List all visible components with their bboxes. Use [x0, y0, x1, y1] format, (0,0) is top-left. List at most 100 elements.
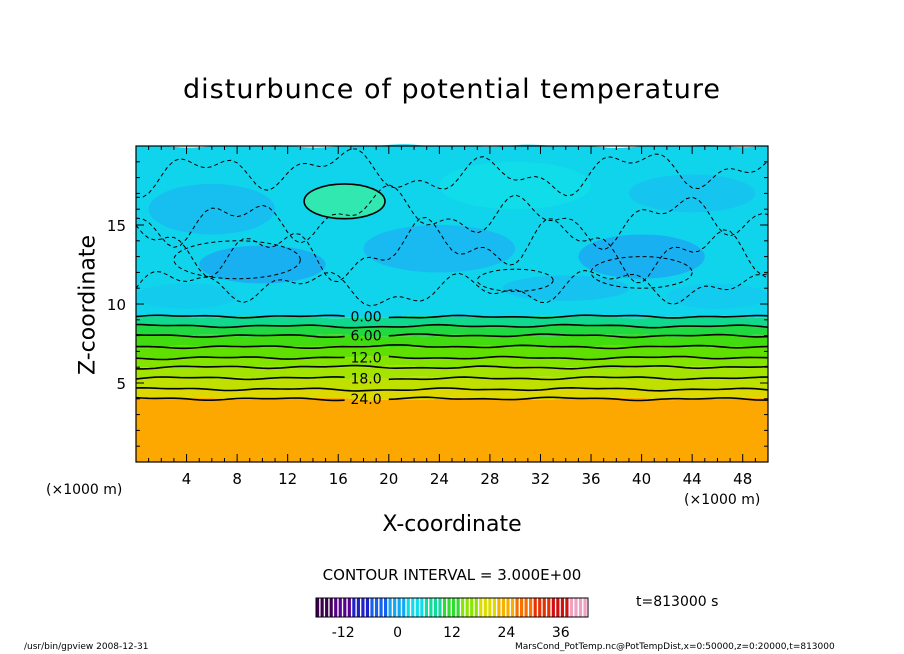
- contour-label-8: 24.0: [350, 392, 381, 408]
- negative-contour-line-0: [135, 269, 769, 307]
- colorbar-stripe: [402, 598, 406, 617]
- colorbar-stripe: [424, 598, 428, 617]
- colorbar-stripe: [556, 598, 560, 617]
- contour-label-0: 0.00: [350, 310, 381, 326]
- colorbar-stripe: [352, 598, 356, 617]
- colorbar-stripe: [474, 598, 478, 617]
- contour-line-2: [135, 333, 769, 339]
- colorbar-stripe: [365, 598, 370, 617]
- colorbar-stripe: [479, 598, 483, 617]
- colorbar-tick-label-2: 12: [443, 625, 461, 641]
- colorbar-stripe: [447, 598, 451, 617]
- contour-line-5: [135, 364, 769, 370]
- colorbar-stripe: [370, 598, 374, 617]
- colorbar-stripe: [560, 598, 564, 617]
- heatmap-patch-7: [666, 283, 768, 309]
- x-axis-label: X-coordinate: [382, 512, 522, 537]
- colorbar-stripe: [320, 598, 324, 617]
- colorbar-stripe: [329, 598, 333, 617]
- colorbar-stripe: [583, 598, 587, 617]
- colorbar-stripe: [497, 598, 501, 617]
- anomaly-contour-1: [476, 268, 554, 292]
- colorbar-stripe: [347, 598, 351, 617]
- negative-contour-line-3: [135, 148, 769, 199]
- colorbar-stripe: [578, 598, 583, 617]
- colorbar-stripe: [411, 598, 415, 617]
- colorbar-stripe: [356, 598, 360, 617]
- contour-line-7: [135, 386, 769, 392]
- colorbar-stripe: [438, 598, 442, 617]
- colorbar-stripe: [524, 598, 528, 617]
- colorbar-stripe: [574, 598, 578, 617]
- colorbar-stripe: [569, 598, 574, 617]
- footer-program-label: /usr/bin/gpview 2008-12-31: [24, 642, 149, 652]
- colorbar-stripe: [529, 598, 533, 617]
- x-tick-label-8: 36: [581, 470, 600, 488]
- x-unit-label-left: (×1000 m): [46, 482, 123, 498]
- colorbar-tick-label-0: -12: [332, 625, 355, 641]
- colorbar-stripe: [325, 598, 329, 617]
- x-tick-label-1: 8: [232, 470, 242, 488]
- contour-label-6: 18.0: [350, 371, 381, 387]
- x-tick-label-6: 28: [480, 470, 499, 488]
- y-tick-label-1: 10: [107, 296, 126, 314]
- colorbar-stripe: [379, 598, 383, 617]
- y-tick-label-2: 15: [107, 217, 126, 235]
- colorbar-stripe: [374, 598, 379, 617]
- colorbar-stripe: [388, 598, 392, 617]
- colorbar-stripe: [565, 598, 569, 617]
- colorbar-stripe: [533, 598, 537, 617]
- colorbar-stripe: [343, 598, 347, 617]
- colorbar-tick-label-1: 0: [393, 625, 402, 641]
- colorbar-stripe: [406, 598, 410, 617]
- time-label: t=813000 s: [636, 594, 719, 610]
- colorbar-stripe: [461, 598, 465, 617]
- colorbar-stripe: [384, 598, 388, 617]
- x-tick-label-2: 12: [278, 470, 297, 488]
- colorbar-tick-label-4: 36: [552, 625, 570, 641]
- colorbar-stripe: [538, 598, 542, 617]
- colorbar-stripe: [515, 598, 519, 617]
- colorbar-frame: [315, 597, 589, 618]
- colorbar-stripe: [393, 598, 397, 617]
- colorbar-stripe: [429, 598, 433, 617]
- x-tick-label-10: 44: [683, 470, 702, 488]
- heatmap-patch-3: [578, 234, 705, 279]
- heatmap-patch-2: [363, 225, 516, 273]
- heatmap-layer-0: [136, 397, 768, 462]
- colorbar-stripe: [551, 598, 555, 617]
- x-tick-label-5: 24: [430, 470, 449, 488]
- x-tick-label-4: 20: [379, 470, 398, 488]
- heatmap-layer-1: [136, 387, 768, 401]
- colorbar-stripe: [547, 598, 551, 617]
- colorbar-stripe: [433, 598, 438, 617]
- colorbar-stripe: [442, 598, 447, 617]
- contour-line-1: [135, 323, 769, 329]
- colorbar-stripe: [470, 598, 474, 617]
- contour-line-4: [135, 355, 769, 361]
- heatmap-patch-6: [502, 275, 629, 301]
- colorbar-stripe: [338, 598, 342, 617]
- contour-label-4: 12.0: [350, 351, 381, 367]
- colorbar-stripe: [334, 598, 338, 617]
- heatmap-patch-0: [148, 183, 276, 235]
- heatmap-layer-6: [136, 334, 768, 349]
- chart-title: disturbunce of potential temperature: [183, 74, 721, 105]
- colorbar-stripe: [415, 598, 419, 617]
- heatmap-patch-5: [439, 161, 592, 210]
- footer-source-label: MarsCond_PotTemp.nc@PotTempDist,x=0:5000…: [515, 642, 835, 652]
- x-tick-label-0: 4: [182, 470, 192, 488]
- y-tick-label-0: 5: [116, 375, 126, 393]
- heatmap-layer-2: [136, 376, 768, 391]
- contour-line-0: [135, 314, 769, 319]
- colorbar-stripe: [420, 598, 424, 617]
- colorbar-stripe: [488, 598, 492, 617]
- colorbar-stripe: [542, 598, 546, 617]
- x-unit-label-right: (×1000 m): [684, 492, 761, 508]
- contour-line-8: [135, 396, 768, 402]
- heatmap-layer-7: [136, 324, 768, 337]
- colorbar-stripe: [316, 598, 320, 617]
- heatmap-patch-1: [199, 245, 326, 284]
- colorbar-tick-label-3: 24: [497, 625, 515, 641]
